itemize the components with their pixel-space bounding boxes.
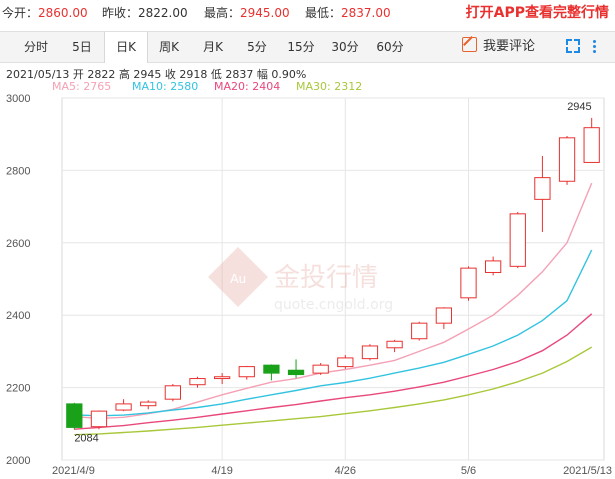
candle-body bbox=[287, 369, 305, 376]
tab-30min[interactable]: 30分 bbox=[331, 40, 359, 54]
candle-body bbox=[164, 385, 182, 400]
candle-body bbox=[411, 322, 428, 340]
axis-labels: 2000 2200 2400 2600 2800 3000 2021/4/9 4/19 4/26… bbox=[6, 93, 612, 477]
candle-body bbox=[337, 357, 354, 368]
candle-body bbox=[90, 410, 108, 428]
candle-body bbox=[140, 401, 157, 407]
comment-label: 我要评论 bbox=[483, 39, 536, 54]
tab-weekly-k[interactable]: 周K bbox=[159, 40, 179, 54]
tab-15min[interactable]: 15分 bbox=[287, 40, 315, 54]
candle-body bbox=[312, 364, 329, 374]
candle-body bbox=[484, 260, 502, 273]
svg-text:Au: Au bbox=[230, 271, 246, 286]
watermark-text: 金投行情 bbox=[274, 263, 378, 293]
tab-5min[interactable]: 5分 bbox=[247, 40, 267, 54]
ma20-line bbox=[74, 313, 593, 430]
candle-body bbox=[238, 366, 255, 378]
ma30-legend: MA30: 2312 bbox=[296, 80, 363, 93]
extreme-label: 2084 bbox=[74, 433, 98, 445]
tab-5day[interactable]: 5日 bbox=[72, 40, 92, 54]
cngold-logo-icon: Au bbox=[208, 247, 268, 307]
candle-body bbox=[583, 127, 600, 163]
y-tick-label: 2800 bbox=[6, 165, 30, 177]
tab-monthly-k[interactable]: 月K bbox=[203, 40, 223, 54]
x-tick-label: 4/26 bbox=[335, 465, 356, 477]
x-tick-label: 4/19 bbox=[211, 465, 232, 477]
ma-lines bbox=[74, 182, 593, 436]
candle-body bbox=[189, 378, 206, 386]
open-quote: 今开：2860.00 bbox=[2, 6, 88, 20]
candle-body bbox=[386, 340, 403, 349]
tab-intraday[interactable]: 分时 bbox=[23, 40, 48, 54]
candle-body bbox=[361, 345, 379, 360]
tab-daily-k[interactable]: 日K bbox=[104, 32, 148, 63]
candle-body bbox=[534, 177, 551, 200]
period-tab-bar: 分时 5日 日K 周K 月K 5分 15分 30分 60分 我要评论 bbox=[0, 31, 615, 63]
candle-body bbox=[213, 376, 231, 380]
fullscreen-icon[interactable] bbox=[566, 39, 580, 53]
x-tick-label: 2021/5/13 bbox=[563, 465, 612, 477]
y-tick-label: 2400 bbox=[6, 310, 30, 322]
kline-chart[interactable]: Au 金投行情 quote.cngold.org 2000 2200 2400 260… bbox=[0, 90, 615, 479]
extreme-label: 2945 bbox=[567, 101, 591, 113]
candle-body bbox=[66, 403, 83, 428]
ma10-line bbox=[74, 249, 593, 417]
y-tick-label: 2000 bbox=[6, 455, 30, 467]
candle-body bbox=[435, 307, 453, 324]
watermark-url: quote.cngold.org bbox=[274, 297, 393, 313]
watermark: Au 金投行情 quote.cngold.org bbox=[208, 247, 393, 313]
candle-body bbox=[509, 213, 526, 267]
candle-body bbox=[460, 267, 477, 299]
low-value: 2837.00 bbox=[341, 6, 391, 20]
candle-body bbox=[558, 137, 576, 182]
prev-close-quote: 昨收：2822.00 bbox=[102, 6, 188, 20]
tab-60min[interactable]: 60分 bbox=[376, 40, 404, 54]
ma30-line bbox=[74, 346, 593, 436]
open-app-link[interactable]: 打开APP查看完整行情 bbox=[465, 5, 609, 21]
prev-close-value: 2822.00 bbox=[138, 6, 188, 20]
high-value: 2945.00 bbox=[240, 6, 290, 20]
candle-body bbox=[115, 403, 132, 411]
candle-info-line: 2021/05/13 开 2822 高 2945 收 2918 低 2837 幅… bbox=[6, 68, 307, 81]
x-tick-label: 2021/4/9 bbox=[52, 465, 95, 477]
more-vertical-icon[interactable] bbox=[592, 39, 598, 53]
open-value: 2860.00 bbox=[38, 6, 88, 20]
x-tick-label: 5/6 bbox=[461, 465, 476, 477]
y-tick-label: 3000 bbox=[6, 93, 30, 105]
y-tick-label: 2200 bbox=[6, 383, 30, 395]
candles bbox=[66, 117, 600, 430]
y-tick-label: 2600 bbox=[6, 238, 30, 250]
ma5-legend: MA5: 2765 bbox=[52, 80, 112, 93]
quote-bar: 今开：2860.00 昨收：2822.00 最高：2945.00 最低：2837… bbox=[0, 0, 615, 24]
comment-button[interactable]: 我要评论 bbox=[462, 32, 535, 62]
ma20-legend: MA20: 2404 bbox=[214, 80, 281, 93]
low-quote: 最低：2837.00 bbox=[305, 6, 391, 20]
candle-body bbox=[263, 364, 280, 374]
high-quote: 最高：2945.00 bbox=[204, 6, 290, 20]
pencil-edit-icon bbox=[462, 37, 477, 52]
ma10-legend: MA10: 2580 bbox=[132, 80, 199, 93]
